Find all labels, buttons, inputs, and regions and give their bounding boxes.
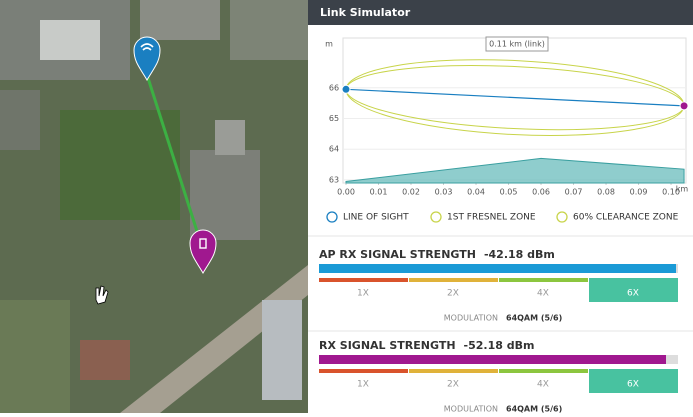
rate-segment <box>409 278 498 282</box>
rate-segment <box>319 278 408 282</box>
map[interactable] <box>0 0 308 413</box>
rate-label: 6X <box>627 289 639 299</box>
link-label: 0.11 km (link) <box>489 40 545 49</box>
rate-label: 6X <box>627 380 639 390</box>
x-tick-label: 0.02 <box>402 188 420 197</box>
modulation-value: 64QAM (5/6) <box>506 405 562 414</box>
x-tick-label: 0.04 <box>467 188 485 197</box>
rate-segment <box>319 369 408 373</box>
signal-value: -42.18 dBm <box>484 248 555 261</box>
panel-title: Link Simulator <box>320 6 411 19</box>
legend-label: 1ST FRESNEL ZONE <box>447 213 536 223</box>
x-tick-label: 0.08 <box>597 188 615 197</box>
terrain <box>345 157 685 184</box>
line-of-sight <box>345 88 685 107</box>
signal-label: AP RX SIGNAL STRENGTH <box>319 248 476 261</box>
rate-label: 1X <box>357 380 369 390</box>
rate-segment <box>499 278 588 282</box>
signal-value: -52.18 dBm <box>464 339 535 352</box>
signal-label: RX SIGNAL STRENGTH <box>319 339 456 352</box>
x-tick-label: 0.05 <box>500 188 518 197</box>
x-tick-label: 0.03 <box>435 188 453 197</box>
modulation-label: MODULATION <box>444 405 498 414</box>
rate-segment <box>499 369 588 373</box>
legend-label: 60% CLEARANCE ZONE <box>573 213 679 223</box>
rate-label: 2X <box>447 380 459 390</box>
signal-bar <box>319 355 666 364</box>
endpoint <box>679 101 689 111</box>
panel <box>308 0 693 413</box>
signal-bar <box>319 264 676 273</box>
x-tick-label: 0.09 <box>630 188 648 197</box>
x-unit: km <box>676 185 689 194</box>
rate-segment <box>589 278 678 302</box>
legend: LINE OF SIGHT 1ST FRESNEL ZONE 60% CLEAR… <box>326 211 679 223</box>
x-tick-label: 0.00 <box>337 188 355 197</box>
modulation-value: 64QAM (5/6) <box>506 314 562 323</box>
x-tick-label: 0.07 <box>565 188 583 197</box>
panel-header <box>308 0 693 25</box>
endpoint <box>341 84 351 94</box>
legend-icon <box>430 211 442 223</box>
link-label-box <box>485 36 549 52</box>
y-tick-label: 63 <box>329 175 339 184</box>
y-unit: m <box>325 40 333 49</box>
y-tick-label: 65 <box>329 114 339 123</box>
rate-label: 1X <box>357 289 369 299</box>
x-tick-label: 0.01 <box>370 188 388 197</box>
rate-segment <box>409 369 498 373</box>
rate-label: 4X <box>537 289 549 299</box>
y-tick-label: 64 <box>329 145 339 154</box>
rate-label: 2X <box>447 289 459 299</box>
x-tick-label: 0.10 <box>662 188 680 197</box>
x-tick-label: 0.06 <box>532 188 550 197</box>
legend-icon <box>326 211 338 223</box>
modulation-label: MODULATION <box>444 314 498 323</box>
rate-segment <box>589 369 678 393</box>
legend-icon <box>556 211 568 223</box>
rate-label: 4X <box>537 380 549 390</box>
y-tick-label: 66 <box>329 83 339 92</box>
legend-label: LINE OF SIGHT <box>343 213 409 223</box>
